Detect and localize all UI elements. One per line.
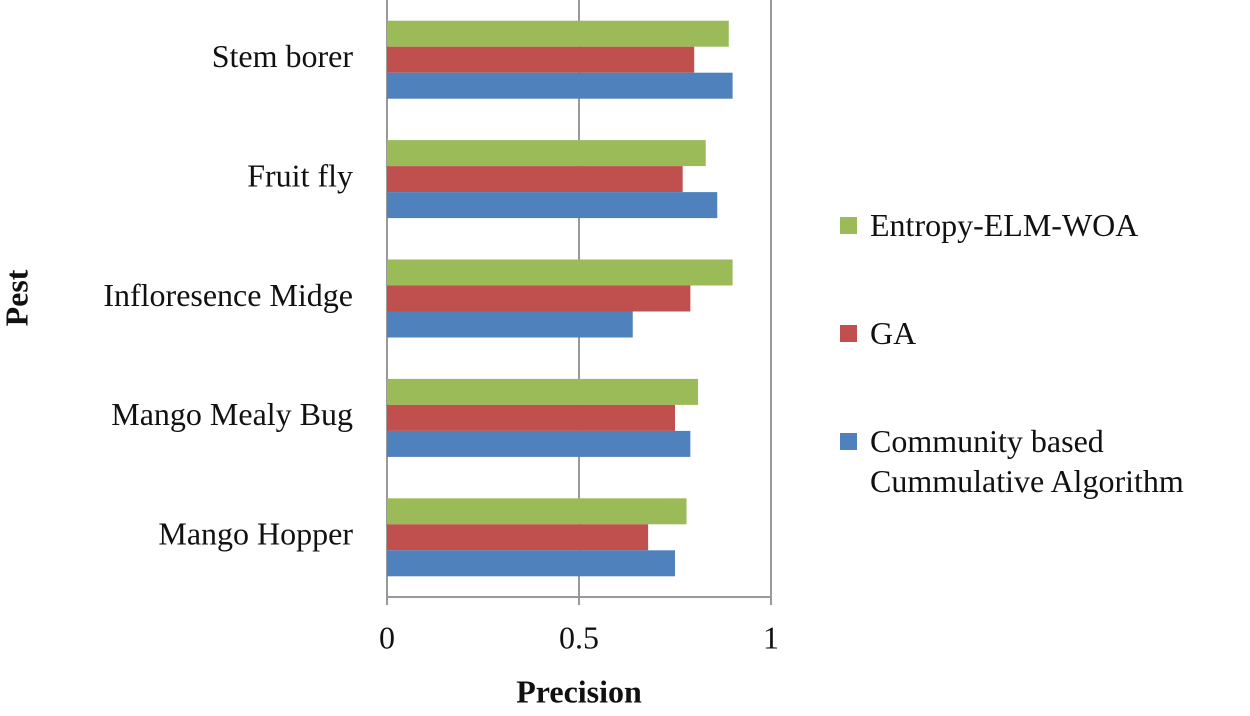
bar (387, 46, 695, 73)
bar (387, 378, 699, 405)
x-tick-label: 0 (379, 619, 395, 655)
legend-label: Community based Cummulative Algorithm (870, 423, 1184, 499)
bar (387, 259, 733, 286)
bar (387, 285, 691, 312)
legend-label: GA (870, 315, 917, 351)
y-axis-title: Pest (0, 269, 34, 326)
legend-swatch (840, 217, 857, 234)
x-tick-label: 1 (763, 619, 779, 655)
bar (387, 166, 683, 193)
bar (387, 20, 729, 47)
y-tick-label: Infloresence Midge (103, 277, 353, 313)
bar (387, 524, 649, 551)
y-tick-label: Mango Mealy Bug (111, 396, 353, 432)
x-axis-title: Precision (516, 673, 642, 709)
bar (387, 72, 733, 99)
x-tick-label: 0.5 (559, 619, 599, 655)
legend-item: Entropy-ELM-WOA (840, 205, 1250, 245)
legend-item: Community based Cummulative Algorithm (840, 421, 1250, 501)
bar (387, 404, 675, 431)
legend: Entropy-ELM-WOA GA Community based Cummula… (840, 205, 1250, 569)
bar (387, 430, 691, 457)
bar (387, 498, 687, 525)
legend-swatch (840, 433, 857, 450)
y-tick-label: Fruit fly (247, 157, 353, 193)
bar (387, 311, 633, 338)
bar (387, 550, 675, 577)
bar (387, 140, 706, 167)
legend-label: Entropy-ELM-WOA (870, 207, 1139, 243)
y-tick-label: Stem borer (212, 38, 354, 74)
y-tick-label: Mango Hopper (158, 516, 353, 552)
bar (387, 192, 718, 219)
legend-item: GA (840, 313, 1250, 353)
legend-swatch (840, 325, 857, 342)
